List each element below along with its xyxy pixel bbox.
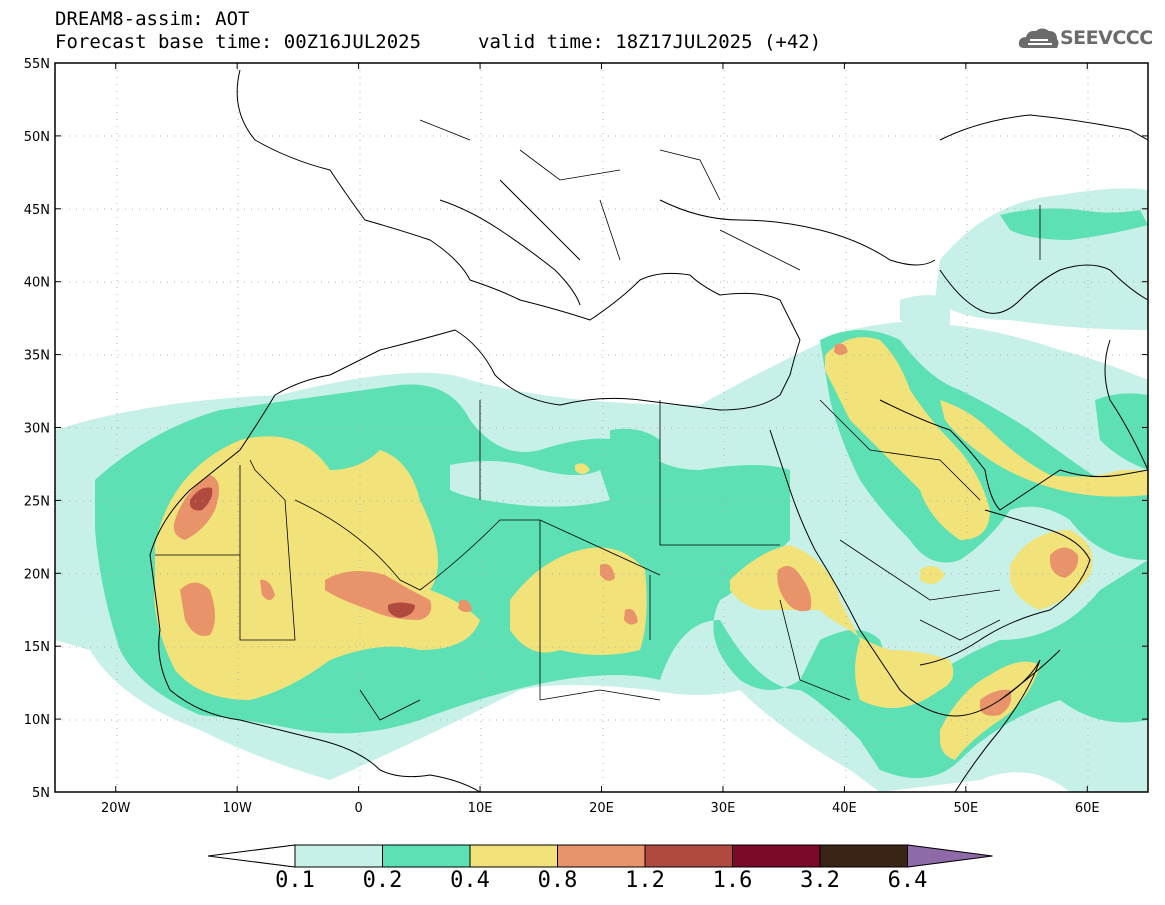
colorbar-level-label: 0.1 xyxy=(275,868,315,893)
colorbar-segment xyxy=(644,844,733,868)
lon-tick-label: 40E xyxy=(832,801,857,816)
colorbar-level-label: 1.6 xyxy=(712,868,753,893)
country-borders xyxy=(155,119,1041,721)
colorbar-segment xyxy=(469,844,558,868)
lat-tick-label: 30N xyxy=(24,422,50,437)
map-title: DREAM8-assim: AOT xyxy=(55,8,250,30)
lon-tick-label: 0 xyxy=(354,801,362,816)
lon-tick-label: 20E xyxy=(589,801,614,816)
colorbar-level-label: 0.4 xyxy=(450,868,490,893)
graticule xyxy=(55,63,1148,792)
colorbar-level-label: 0.2 xyxy=(362,868,403,893)
colorbar-segment xyxy=(732,844,821,868)
colorbar-segment xyxy=(819,844,908,868)
colorbar-level-label: 6.4 xyxy=(887,868,928,893)
latitude-axis: 55N 50N 45N 40N 35N 30N 25N 20N 15N 10N 5N xyxy=(24,57,1148,801)
colorbar-level-label: 3.2 xyxy=(800,868,840,893)
colorbar-segment xyxy=(557,844,646,868)
lat-tick-label: 35N xyxy=(24,349,50,364)
lat-tick-label: 50N xyxy=(24,130,50,145)
colorbar-under-arrow xyxy=(207,844,296,868)
lat-tick-label: 25N xyxy=(24,494,50,509)
lat-tick-label: 40N xyxy=(24,276,50,291)
colorbar-level-label: 1.2 xyxy=(625,868,665,893)
colorbar-over-arrow xyxy=(907,844,993,868)
lat-tick-label: 20N xyxy=(24,567,50,582)
lon-tick-label: 10W xyxy=(222,801,252,816)
aot-field xyxy=(55,63,1148,792)
colorbar-segment xyxy=(294,844,383,868)
logo-text: SEEVCCC xyxy=(1060,27,1153,49)
valid-time: valid time: 18Z17JUL2025 (+42) xyxy=(478,31,822,53)
lat-tick-label: 45N xyxy=(24,203,50,218)
lat-tick-label: 10N xyxy=(24,713,50,728)
colorbar xyxy=(207,844,993,868)
lon-tick-label: 20W xyxy=(101,801,131,816)
colorbar-segment xyxy=(382,844,471,868)
colorbar-level-label: 0.8 xyxy=(537,868,578,893)
lon-tick-label: 50E xyxy=(953,801,978,816)
lon-tick-label: 30E xyxy=(711,801,736,816)
lat-tick-label: 55N xyxy=(24,57,50,72)
lon-tick-label: 60E xyxy=(1075,801,1100,816)
lat-tick-label: 15N xyxy=(24,640,50,655)
forecast-base-time: Forecast base time: 00Z16JUL2025 xyxy=(55,31,422,53)
cloud-logo-icon xyxy=(1018,28,1059,48)
coastlines xyxy=(149,69,1148,792)
lon-tick-label: 10E xyxy=(468,801,493,816)
lat-tick-label: 5N xyxy=(32,786,50,801)
longitude-axis: 20W 10W 0 10E 20E 30E 40E 50E 60E xyxy=(101,63,1100,816)
